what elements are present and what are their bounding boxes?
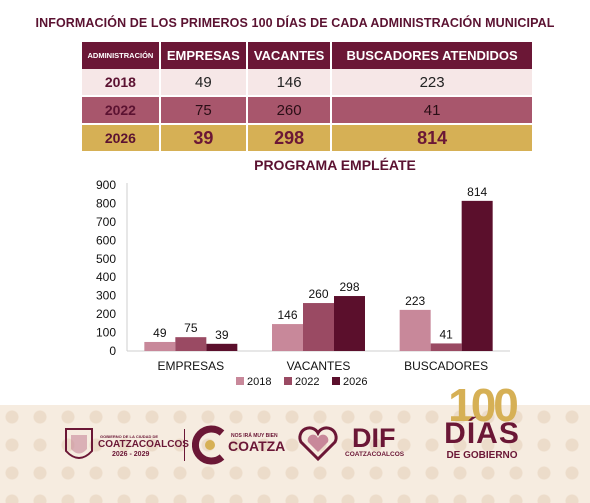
data-label: 49 bbox=[153, 326, 167, 340]
y-tick-label: 500 bbox=[96, 252, 116, 266]
x-tick-label: BUSCADORES bbox=[404, 359, 488, 373]
legend-label: 2018 bbox=[247, 376, 271, 388]
footer-divider bbox=[184, 429, 185, 461]
y-tick-label: 0 bbox=[109, 344, 116, 358]
summary-table: ADMINISTRACIÓN EMPRESAS VACANTES BUSCADO… bbox=[80, 42, 534, 153]
legend-label: 2022 bbox=[295, 376, 319, 388]
data-label: 39 bbox=[215, 328, 229, 342]
badge-sub: DE GOBIERNO bbox=[446, 450, 518, 461]
data-label: 75 bbox=[184, 321, 198, 335]
y-tick-label: 700 bbox=[96, 215, 116, 229]
data-label: 298 bbox=[339, 280, 359, 294]
legend-label: 2026 bbox=[343, 376, 367, 388]
gov-years: 2026 - 2029 bbox=[112, 451, 150, 458]
coat-of-arms-icon bbox=[65, 428, 93, 459]
dif-sub: COATZACOALCOS bbox=[345, 451, 405, 458]
cell-buscadores: 41 bbox=[332, 97, 532, 125]
coatza-logo-icon bbox=[192, 425, 225, 465]
bar-chart: 0 100 200 300 400 500 600 700 800 900 49 75 39 EMPRES… bbox=[96, 178, 510, 388]
row-year: 2022 bbox=[82, 97, 159, 125]
table-row: 2026 39 298 814 bbox=[82, 125, 532, 153]
heart-logo-icon bbox=[298, 426, 338, 462]
y-tick-label: 200 bbox=[96, 307, 116, 321]
gov-name: COATZACOALCOS bbox=[98, 439, 189, 450]
bar-empresas-2026 bbox=[206, 343, 238, 351]
cell-empresas: 75 bbox=[160, 97, 246, 125]
x-tick-label: EMPRESAS bbox=[157, 359, 224, 373]
header-buscadores: BUSCADORES ATENDIDOS bbox=[332, 42, 532, 69]
bar-vacantes-2022 bbox=[303, 303, 334, 351]
legend-swatch bbox=[236, 377, 244, 385]
dif-wordmark: DIF bbox=[352, 423, 396, 453]
slogan: NOS IRÁ MUY BIEN bbox=[231, 433, 278, 439]
y-tick-label: 400 bbox=[96, 270, 116, 284]
row-year: 2018 bbox=[82, 69, 159, 97]
legend-swatch bbox=[332, 377, 340, 385]
bar-buscadores-2026 bbox=[461, 200, 493, 351]
page-title: INFORMACIÓN DE LOS PRIMEROS 100 DÍAS DE … bbox=[35, 16, 555, 30]
row-year: 2026 bbox=[82, 125, 159, 153]
cell-vacantes: 298 bbox=[247, 125, 331, 153]
cell-empresas: 49 bbox=[160, 69, 246, 97]
coatza-wordmark: COATZA bbox=[228, 438, 286, 454]
x-tick-label: VACANTES bbox=[287, 359, 351, 373]
footer-pattern bbox=[0, 405, 590, 503]
data-label: 146 bbox=[277, 308, 297, 322]
bar-buscadores-2022 bbox=[430, 343, 462, 351]
bar-vacantes-2018 bbox=[272, 324, 303, 351]
chart-title: PROGRAMA EMPLÉATE bbox=[254, 157, 416, 173]
cell-buscadores: 814 bbox=[332, 125, 532, 153]
y-tick-label: 800 bbox=[96, 196, 116, 210]
y-tick-label: 300 bbox=[96, 289, 116, 303]
cell-empresas: 39 bbox=[160, 125, 246, 153]
table-row: 2018 49 146 223 bbox=[82, 69, 532, 97]
y-tick-label: 600 bbox=[96, 233, 116, 247]
legend-swatch bbox=[284, 377, 292, 385]
y-tick-label: 100 bbox=[96, 326, 116, 340]
bar-vacantes-2026 bbox=[334, 296, 365, 351]
badge-number: 100 bbox=[448, 379, 519, 431]
data-label: 223 bbox=[405, 294, 425, 308]
bar-buscadores-2018 bbox=[399, 309, 431, 351]
footer-banner: GOBIERNO DE LA CIUDAD DE COATZACOALCOS 2… bbox=[0, 379, 590, 503]
table-row: 2022 75 260 41 bbox=[82, 97, 532, 125]
cell-vacantes: 146 bbox=[247, 69, 331, 97]
header-vacantes: VACANTES bbox=[247, 42, 331, 69]
data-label: 814 bbox=[467, 185, 487, 199]
gov-line1: GOBIERNO DE LA CIUDAD DE bbox=[100, 434, 159, 439]
data-label: 260 bbox=[308, 287, 328, 301]
data-label: 41 bbox=[439, 327, 453, 341]
cell-buscadores: 223 bbox=[332, 69, 532, 97]
y-tick-label: 900 bbox=[96, 178, 116, 192]
cell-vacantes: 260 bbox=[247, 97, 331, 125]
header-empresas: EMPRESAS bbox=[160, 42, 246, 69]
header-administracion: ADMINISTRACIÓN bbox=[82, 42, 159, 69]
bar-empresas-2022 bbox=[175, 337, 207, 351]
bar-empresas-2018 bbox=[144, 341, 176, 351]
badge-word: DÍAS bbox=[444, 417, 520, 450]
